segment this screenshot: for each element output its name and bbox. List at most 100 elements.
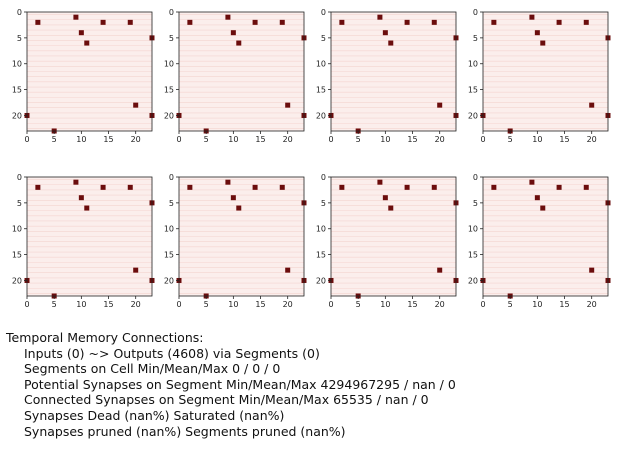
- figure-grid: 0 5 10 15 20 0 5 10 15 20 0 5 10 15 20 0 5 10 15 20 0 5 10 15 20…: [12, 8, 611, 309]
- data-point: [78, 195, 84, 201]
- panel-5: 0 5 10 15 20 0 5 10 15 20: [12, 173, 155, 309]
- data-point: [187, 184, 193, 190]
- y-tick-label: 20: [12, 111, 22, 120]
- x-tick-label: 5: [204, 135, 209, 144]
- data-point: [529, 14, 535, 20]
- report-line-synapses-pruned: Synapses pruned (nan%) Segments pruned (…: [24, 423, 346, 439]
- x-tick-label: 10: [532, 135, 542, 144]
- x-tick-label: 5: [356, 135, 361, 144]
- data-point: [78, 30, 84, 36]
- y-tick-label: 15: [164, 251, 174, 260]
- data-point: [236, 40, 242, 46]
- data-point: [225, 14, 231, 20]
- x-tick-label: 15: [559, 300, 569, 309]
- data-point: [556, 184, 562, 190]
- data-point: [35, 184, 41, 190]
- x-tick-label: 20: [131, 300, 141, 309]
- report-line-segments: Segments on Cell Min/Mean/Max 0 / 0 / 0: [24, 361, 281, 377]
- x-tick-label: 5: [52, 135, 57, 144]
- data-point: [583, 19, 589, 25]
- data-point: [529, 179, 535, 185]
- panel-frame: [482, 11, 609, 132]
- y-tick-label: 10: [468, 60, 478, 69]
- data-point: [388, 40, 394, 46]
- x-tick-label: 10: [76, 300, 86, 309]
- data-point: [382, 195, 388, 201]
- y-tick-label: 0: [17, 8, 22, 17]
- data-point: [252, 184, 258, 190]
- y-tick-label: 0: [169, 173, 174, 182]
- data-point: [133, 267, 139, 273]
- data-point: [252, 19, 258, 25]
- data-point: [583, 184, 589, 190]
- panel-7: 0 5 10 15 20 0 5 10 15 20: [316, 173, 459, 309]
- panel-3: 0 5 10 15 20 0 5 10 15 20: [316, 8, 459, 144]
- data-point: [236, 205, 242, 211]
- data-point: [589, 267, 595, 273]
- x-tick-label: 20: [283, 135, 293, 144]
- x-tick-label: 20: [283, 300, 293, 309]
- y-tick-label: 20: [164, 276, 174, 285]
- data-point: [534, 30, 540, 36]
- y-tick-label: 5: [321, 199, 326, 208]
- data-point: [230, 30, 236, 36]
- y-tick-label: 20: [468, 276, 478, 285]
- data-point: [127, 19, 133, 25]
- data-point: [388, 205, 394, 211]
- data-point: [404, 19, 410, 25]
- data-point: [404, 184, 410, 190]
- y-tick-label: 10: [12, 225, 22, 234]
- x-tick-label: 5: [356, 300, 361, 309]
- data-point: [100, 184, 106, 190]
- data-point: [339, 184, 345, 190]
- y-tick-label: 5: [17, 34, 22, 43]
- y-tick-label: 15: [468, 86, 478, 95]
- data-point: [285, 267, 291, 273]
- y-tick-label: 0: [321, 173, 326, 182]
- x-tick-label: 10: [532, 300, 542, 309]
- y-tick-label: 20: [164, 111, 174, 120]
- y-tick-label: 0: [169, 8, 174, 17]
- y-tick-label: 0: [473, 8, 478, 17]
- x-tick-label: 10: [228, 300, 238, 309]
- x-tick-label: 15: [407, 135, 417, 144]
- panel-frame: [330, 176, 457, 297]
- report-line-connected-synapses: Connected Synapses on Segment Min/Mean/M…: [24, 392, 429, 408]
- data-point: [127, 184, 133, 190]
- y-tick-label: 5: [169, 34, 174, 43]
- data-point: [431, 19, 437, 25]
- x-tick-label: 0: [328, 135, 333, 144]
- x-tick-label: 10: [76, 135, 86, 144]
- y-tick-label: 10: [316, 225, 326, 234]
- y-tick-label: 0: [321, 8, 326, 17]
- data-point: [431, 184, 437, 190]
- y-tick-label: 10: [164, 60, 174, 69]
- y-tick-label: 5: [321, 34, 326, 43]
- panel-8: 0 5 10 15 20 0 5 10 15 20: [468, 173, 611, 309]
- x-tick-label: 15: [407, 300, 417, 309]
- data-point: [491, 184, 497, 190]
- data-point: [339, 19, 345, 25]
- data-point: [540, 40, 546, 46]
- report-line-synapses-dead: Synapses Dead (nan%) Saturated (nan%): [24, 407, 285, 423]
- x-tick-label: 20: [131, 135, 141, 144]
- data-point: [35, 19, 41, 25]
- x-tick-label: 0: [24, 300, 29, 309]
- y-tick-label: 5: [473, 199, 478, 208]
- x-tick-label: 5: [508, 135, 513, 144]
- y-tick-label: 20: [316, 111, 326, 120]
- x-tick-label: 15: [103, 300, 113, 309]
- y-tick-label: 10: [468, 225, 478, 234]
- x-tick-label: 5: [508, 300, 513, 309]
- x-tick-label: 5: [204, 300, 209, 309]
- x-tick-label: 0: [328, 300, 333, 309]
- panel-4: 0 5 10 15 20 0 5 10 15 20: [468, 8, 611, 144]
- data-point: [377, 14, 383, 20]
- report-title: Temporal Memory Connections:: [6, 330, 204, 345]
- panel-frame: [178, 11, 305, 132]
- y-tick-label: 15: [12, 86, 22, 95]
- panel-frame: [178, 176, 305, 297]
- data-point: [84, 205, 90, 211]
- data-point: [225, 179, 231, 185]
- y-tick-label: 15: [164, 86, 174, 95]
